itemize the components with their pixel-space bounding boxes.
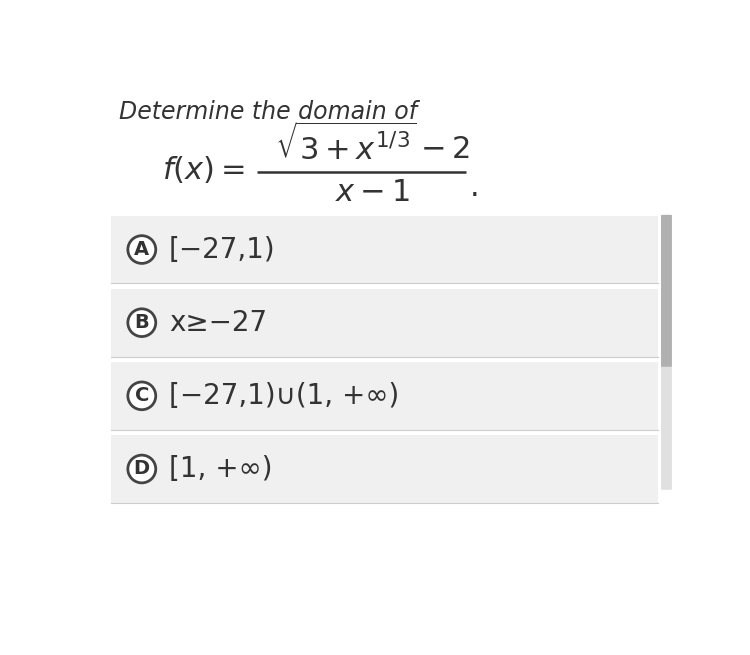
Text: Determine the domain of: Determine the domain of (118, 100, 417, 124)
Text: $x-1$: $x-1$ (335, 178, 410, 207)
FancyBboxPatch shape (111, 435, 658, 503)
Text: [1, +∞): [1, +∞) (169, 455, 272, 483)
Text: $\sqrt{3+x^{1/3}}-2$: $\sqrt{3+x^{1/3}}-2$ (275, 123, 470, 166)
Text: $\it{f}(\it{x})=$: $\it{f}(\it{x})=$ (162, 154, 244, 185)
FancyBboxPatch shape (111, 215, 658, 284)
FancyBboxPatch shape (111, 289, 658, 356)
Circle shape (128, 236, 156, 263)
Text: C: C (134, 386, 149, 405)
FancyBboxPatch shape (111, 362, 658, 430)
Text: [−27,1)∪(1, +∞): [−27,1)∪(1, +∞) (169, 382, 399, 410)
Circle shape (128, 455, 156, 483)
Text: B: B (134, 313, 149, 332)
FancyBboxPatch shape (661, 215, 672, 490)
Text: D: D (134, 460, 150, 479)
Text: [−27,1): [−27,1) (169, 236, 275, 263)
Circle shape (128, 309, 156, 337)
Text: .: . (470, 174, 479, 202)
Text: x≥−27: x≥−27 (169, 309, 267, 337)
Circle shape (128, 382, 156, 409)
Text: A: A (134, 240, 149, 259)
FancyBboxPatch shape (661, 215, 672, 367)
